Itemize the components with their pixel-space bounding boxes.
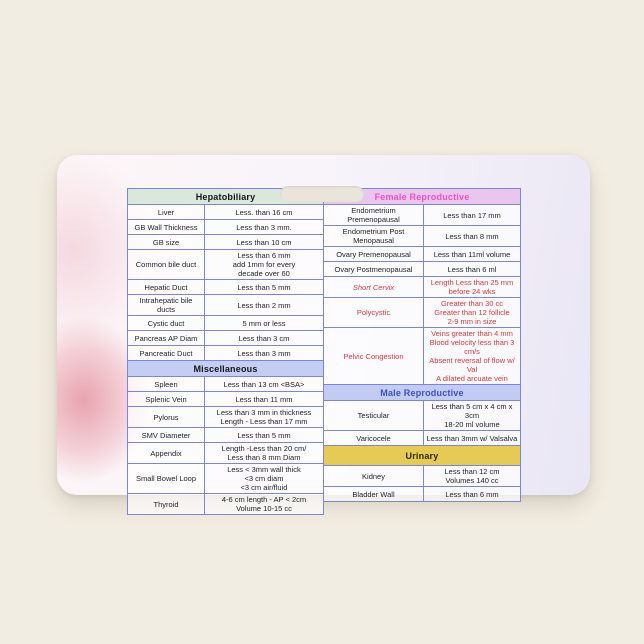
row-gb-size: GB size Less than 10 cm [128, 235, 323, 250]
row-label: Pylorus [128, 407, 205, 427]
row-kidney: Kidney Less than 12 cm Volumes 140 cc [324, 466, 520, 487]
row-pelvic-congestion: Pelvic Congestion Veins greater than 4 mm… [324, 328, 520, 385]
row-value: Less than 2 mm [205, 295, 323, 315]
row-value: Less than 11 mm [205, 392, 323, 406]
row-small-bowel-loop: Small Bowel Loop Less < 3mm wall thick <3… [128, 464, 323, 494]
row-value: Less than 8 mm [424, 226, 520, 246]
row-polycystic: Polycystic Greater than 30 cc Greater tha… [324, 298, 520, 328]
row-label: Common bile duct [128, 250, 205, 279]
row-value: Less than 17 mm [424, 205, 520, 225]
row-value: Less than 6 ml [424, 262, 520, 276]
row-label: Endometrium Post Menopausal [324, 226, 424, 246]
row-value: Less than 5 mm [205, 428, 323, 442]
row-smv-diameter: SMV Diameter Less than 5 mm [128, 428, 323, 443]
row-label: Liver [128, 205, 205, 219]
row-label: Endometrium Premenopausal [324, 205, 424, 225]
row-bladder-wall: Bladder Wall Less than 6 mm [324, 487, 520, 501]
row-ovary-postmenopausal: Ovary Postmenopausal Less than 6 ml [324, 262, 520, 277]
badge-reference-card: Hepatobiliary Liver Less. than 16 cm GB Wal… [57, 155, 590, 515]
row-varicocele: Varicocele Less than 3mm w/ Valsalva [324, 431, 520, 446]
row-gb-wall-thickness: GB Wall Thickness Less than 3 mm. [128, 220, 323, 235]
row-label: Splenic Vein [128, 392, 205, 406]
row-label: Bladder Wall [324, 487, 424, 501]
row-value: 5 mm or less [205, 316, 323, 330]
row-short-cervix: Short Cervix Length Less than 25 mm befor… [324, 277, 520, 298]
row-testicular: Testicular Less than 5 cm x 4 cm x 3cm 18… [324, 401, 520, 431]
row-label: Short Cervix [324, 277, 424, 297]
row-value: Less. than 16 cm [205, 205, 323, 219]
row-label: SMV Diameter [128, 428, 205, 442]
row-label: Cystic duct [128, 316, 205, 330]
row-label: Varicocele [324, 431, 424, 445]
measurements-table-right: Female Reproductive Endometrium Premenopa… [323, 188, 521, 502]
row-pancreas-ap-diam: Pancreas AP Diam Less than 3 cm [128, 331, 323, 346]
row-value: Less < 3mm wall thick <3 cm diam <3 cm a… [205, 464, 323, 493]
row-intrahepatic-bile-ducts: Intrahepatic bile ducts Less than 2 mm [128, 295, 323, 316]
row-label: Ovary Premenopausal [324, 247, 424, 261]
row-hepatic-duct: Hepatic Duct Less than 5 mm [128, 280, 323, 295]
row-value: Length Less than 25 mm before 24 wks [424, 277, 520, 297]
row-label: Pancreas AP Diam [128, 331, 205, 345]
row-value: 4-6 cm length - AP < 2cm Volume 10-15 cc [205, 494, 323, 514]
row-pancreatic-duct: Pancreatic Duct Less than 3 mm [128, 346, 323, 361]
row-value: Length -Less than 20 cm/ Less than 8 mm … [205, 443, 323, 463]
row-label: Hepatic Duct [128, 280, 205, 294]
row-pylorus: Pylorus Less than 3 mm in thickness Lengt… [128, 407, 323, 428]
measurements-table-left: Hepatobiliary Liver Less. than 16 cm GB Wal… [127, 188, 324, 515]
row-label: GB Wall Thickness [128, 220, 205, 234]
row-value: Less than 3 mm in thickness Length - Les… [205, 407, 323, 427]
row-value: Veins greater than 4 mm Blood velocity l… [424, 328, 520, 384]
row-value: Less than 10 cm [205, 235, 323, 249]
row-ovary-premenopausal: Ovary Premenopausal Less than 11ml volume [324, 247, 520, 262]
row-endometrium-post-menopausal: Endometrium Post Menopausal Less than 8 m… [324, 226, 520, 247]
row-label: GB size [128, 235, 205, 249]
row-value: Less than 13 cm <BSA> [205, 377, 323, 391]
row-label: Pelvic Congestion [324, 328, 424, 384]
row-label: Intrahepatic bile ducts [128, 295, 205, 315]
row-splenic-vein: Splenic Vein Less than 11 mm [128, 392, 323, 407]
row-common-bile-duct: Common bile duct Less than 6 mm add 1mm f… [128, 250, 323, 280]
row-cystic-duct: Cystic duct 5 mm or less [128, 316, 323, 331]
row-spleen: Spleen Less than 13 cm <BSA> [128, 377, 323, 392]
row-liver: Liver Less. than 16 cm [128, 205, 323, 220]
row-value: Less than 12 cm Volumes 140 cc [424, 466, 520, 486]
row-label: Spleen [128, 377, 205, 391]
row-value: Less than 5 mm [205, 280, 323, 294]
section-header-urinary: Urinary [324, 446, 520, 466]
row-label: Polycystic [324, 298, 424, 327]
row-value: Less than 3 mm [205, 346, 323, 360]
row-label: Appendix [128, 443, 205, 463]
row-value: Greater than 30 cc Greater than 12 folli… [424, 298, 520, 327]
badge-slot-hole [280, 186, 364, 202]
row-appendix: Appendix Length -Less than 20 cm/ Less th… [128, 443, 323, 464]
row-value: Less than 3 cm [205, 331, 323, 345]
row-value: Less than 3 mm. [205, 220, 323, 234]
row-value: Less than 6 mm [424, 487, 520, 501]
row-value: Less than 11ml volume [424, 247, 520, 261]
row-label: Testicular [324, 401, 424, 430]
section-header-male-reproductive: Male Reproductive [324, 385, 520, 401]
row-label: Kidney [324, 466, 424, 486]
section-header-hepatobiliary: Hepatobiliary [128, 189, 323, 205]
row-value: Less than 5 cm x 4 cm x 3cm 18-20 ml vol… [424, 401, 520, 430]
row-value: Less than 3mm w/ Valsalva [424, 431, 520, 445]
section-header-female-reproductive: Female Reproductive [324, 189, 520, 205]
section-header-miscellaneous: Miscellaneous [128, 361, 323, 377]
row-label: Thyroid [128, 494, 205, 514]
row-endometrium-premenopausal: Endometrium Premenopausal Less than 17 mm [324, 205, 520, 226]
row-value: Less than 6 mm add 1mm for every decade … [205, 250, 323, 279]
row-label: Pancreatic Duct [128, 346, 205, 360]
row-label: Ovary Postmenopausal [324, 262, 424, 276]
row-thyroid: Thyroid 4-6 cm length - AP < 2cm Volume 1… [128, 494, 323, 514]
row-label: Small Bowel Loop [128, 464, 205, 493]
